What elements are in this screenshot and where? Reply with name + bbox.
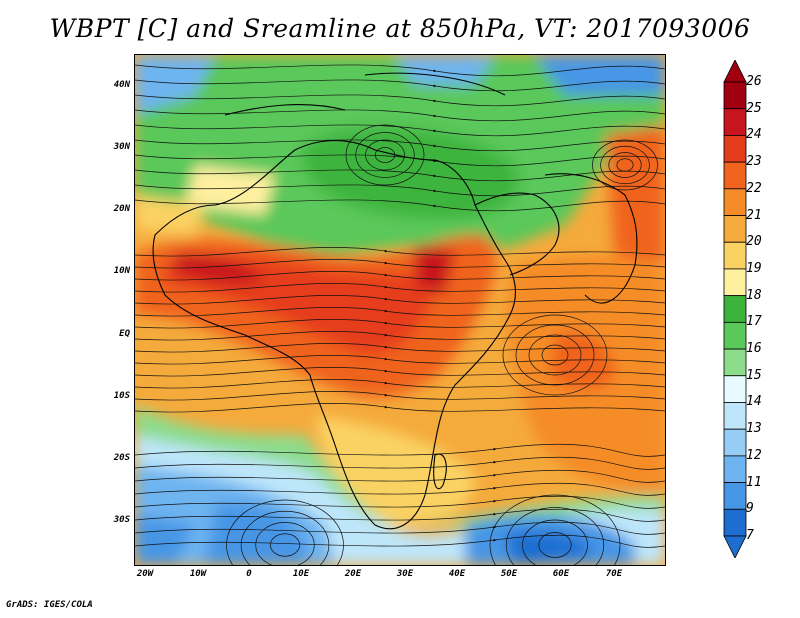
colorbar-label: 22 <box>746 180 762 196</box>
colorbar-swatch <box>723 268 747 297</box>
lon-label-40e: 40E <box>448 569 466 579</box>
colorbar-label: 12 <box>746 447 762 463</box>
colorbar-label: 16 <box>746 341 762 357</box>
lon-label-20w: 20W <box>136 569 154 579</box>
lat-label-eq: EQ <box>119 329 130 339</box>
colorbar-swatch <box>723 508 747 537</box>
lon-label-50e: 50E <box>500 569 518 579</box>
colorbar-swatch <box>723 188 747 216</box>
lon-label-0: 0 <box>246 569 252 579</box>
colorbar-swatch <box>723 455 747 483</box>
colorbar-swatch <box>723 135 747 163</box>
coastlines <box>152 72 638 530</box>
map-panel <box>134 54 666 566</box>
colorbar-swatch <box>723 108 747 136</box>
lon-label-10w: 10W <box>189 569 207 579</box>
colorbar-label: 7 <box>746 528 754 543</box>
colorbar-swatch <box>723 215 747 243</box>
lon-label-70e: 70E <box>605 569 623 579</box>
lon-label-30e: 30E <box>396 569 414 579</box>
colorbar-label: 17 <box>746 314 762 330</box>
colorbar-swatch <box>723 241 747 270</box>
colorbar-label: 19 <box>746 260 762 276</box>
lon-label-20e: 20E <box>344 569 362 579</box>
lon-label-10e: 10E <box>292 569 310 579</box>
footer-credit: GrADS: IGES/COLA <box>6 600 93 610</box>
colorbar-swatch <box>723 81 747 110</box>
lon-label-60e: 60E <box>552 569 570 579</box>
colorbar-label: 25 <box>746 100 762 116</box>
lat-label-20s: 20S <box>113 453 130 463</box>
colorbar-label: 20 <box>746 234 762 250</box>
colorbar-label: 11 <box>746 474 762 490</box>
colorbar-label: 13 <box>746 421 762 437</box>
lat-label-40n: 40N <box>113 80 130 90</box>
colorbar-label: 15 <box>746 367 762 383</box>
map-title: WBPT [C] and Sreamline at 850hPa, VT: 20… <box>49 14 751 43</box>
colorbar-swatch <box>723 348 747 377</box>
colorbar-label: 26 <box>746 74 762 89</box>
lat-label-10n: 10N <box>113 266 130 276</box>
lat-label-20n: 20N <box>113 204 130 214</box>
colorbar-swatch <box>723 161 747 190</box>
colorbar-label: 14 <box>746 394 762 410</box>
lat-label-30s: 30S <box>113 515 130 525</box>
colorbar <box>723 60 747 558</box>
colorbar-swatch <box>723 428 747 457</box>
colorbar-max-arrow <box>723 60 747 83</box>
streamlines <box>135 64 665 565</box>
colorbar-min-arrow <box>723 535 747 558</box>
colorbar-swatch <box>723 321 747 350</box>
colorbar-label: 21 <box>746 207 762 223</box>
colorbar-swatch <box>723 482 747 510</box>
colorbar-label: 9 <box>746 501 754 517</box>
colorbar-label: 23 <box>746 154 762 170</box>
colorbar-swatch <box>723 375 747 403</box>
colorbar-label: 18 <box>746 287 762 303</box>
lat-label-30n: 30N <box>113 142 130 152</box>
lat-label-10s: 10S <box>113 391 130 401</box>
colorbar-label: 24 <box>746 127 762 143</box>
colorbar-swatch <box>723 402 747 430</box>
wbpt-field-map <box>135 55 665 565</box>
colorbar-swatch <box>723 295 747 323</box>
